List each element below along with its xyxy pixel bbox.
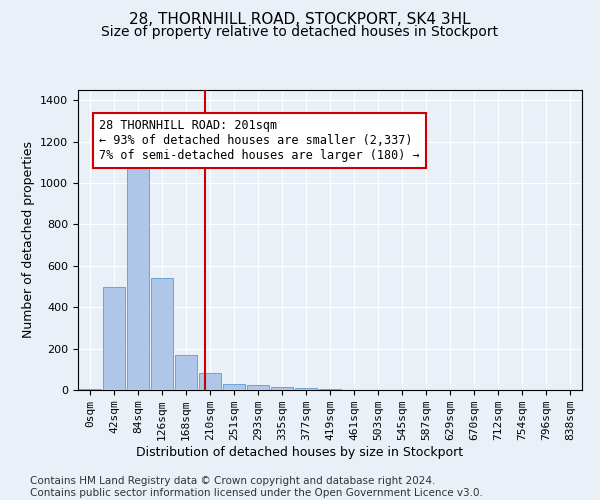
Text: 28 THORNHILL ROAD: 201sqm
← 93% of detached houses are smaller (2,337)
7% of sem: 28 THORNHILL ROAD: 201sqm ← 93% of detac… — [99, 119, 420, 162]
Text: Size of property relative to detached houses in Stockport: Size of property relative to detached ho… — [101, 25, 499, 39]
Text: Contains HM Land Registry data © Crown copyright and database right 2024.
Contai: Contains HM Land Registry data © Crown c… — [30, 476, 483, 498]
Y-axis label: Number of detached properties: Number of detached properties — [22, 142, 35, 338]
Text: Distribution of detached houses by size in Stockport: Distribution of detached houses by size … — [136, 446, 464, 459]
Bar — [271, 387, 293, 390]
Bar — [103, 286, 125, 390]
Text: 28, THORNHILL ROAD, STOCKPORT, SK4 3HL: 28, THORNHILL ROAD, STOCKPORT, SK4 3HL — [129, 12, 471, 28]
Bar — [247, 386, 269, 390]
Bar — [223, 384, 245, 390]
Bar — [151, 278, 173, 390]
Bar — [199, 374, 221, 390]
Bar — [295, 388, 317, 390]
Bar — [127, 136, 149, 390]
Bar — [79, 389, 101, 390]
Bar — [319, 388, 341, 390]
Bar — [175, 355, 197, 390]
